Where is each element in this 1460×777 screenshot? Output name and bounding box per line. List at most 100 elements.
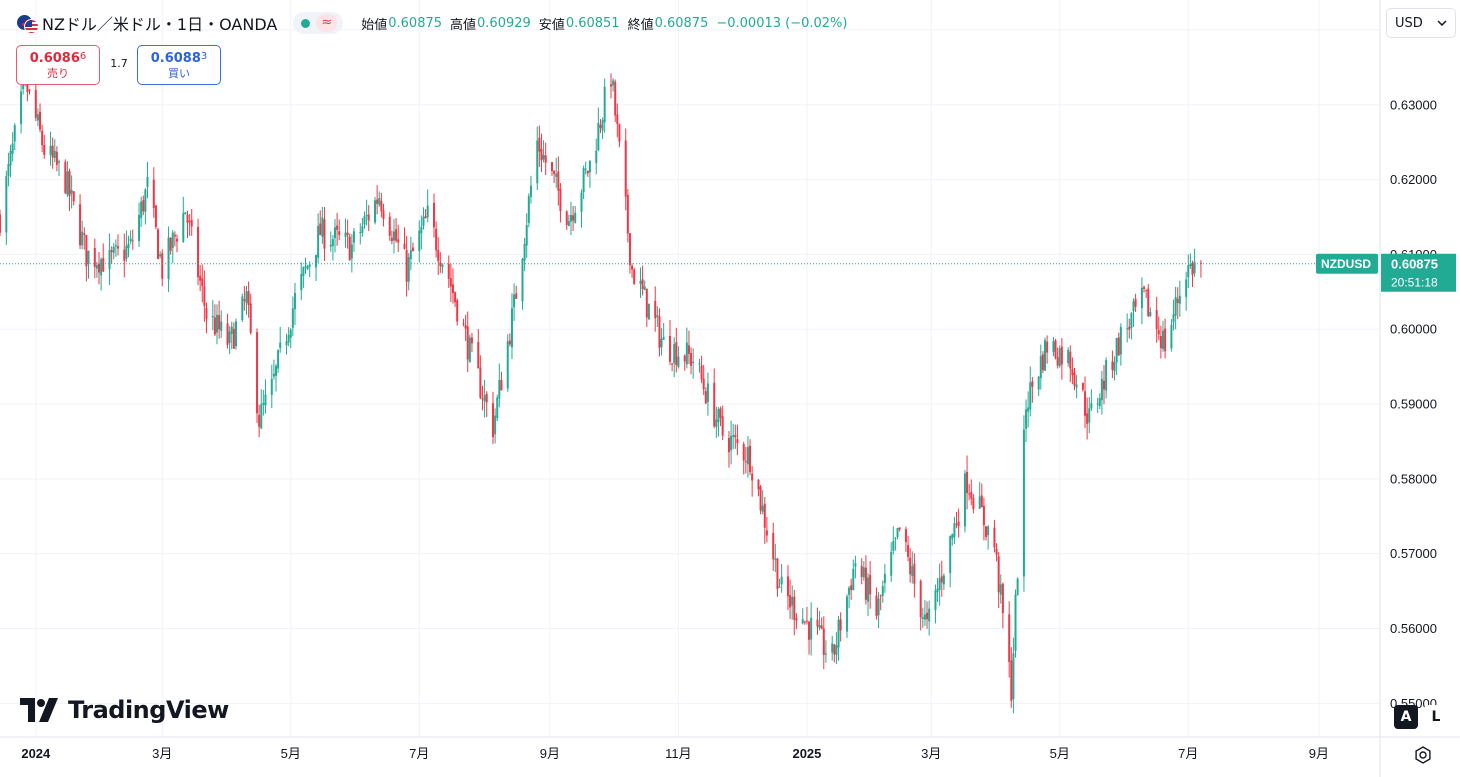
candle-body bbox=[203, 286, 206, 306]
time-tick-label: 5月 bbox=[1050, 746, 1070, 761]
candle-body bbox=[955, 523, 958, 525]
candle-body bbox=[921, 617, 924, 620]
candle-body bbox=[793, 596, 796, 620]
auto-scale-button[interactable]: A bbox=[1394, 705, 1418, 729]
candle-body bbox=[426, 205, 429, 218]
candle-body bbox=[456, 300, 459, 322]
candle-body bbox=[72, 191, 75, 202]
candle-body bbox=[791, 596, 794, 606]
sell-button[interactable]: 0.60866 売り bbox=[16, 45, 100, 85]
candle-body bbox=[892, 540, 895, 551]
buy-price: 0.6088 bbox=[150, 51, 201, 66]
candle-body bbox=[232, 328, 235, 349]
candle-body bbox=[1014, 594, 1017, 651]
candle-body bbox=[877, 598, 880, 616]
last-price-marker: NZDUSD 0.60875 20:51:18 bbox=[0, 253, 1456, 292]
candle-body bbox=[538, 137, 541, 152]
candle-body bbox=[751, 473, 754, 481]
candle-body bbox=[1161, 330, 1164, 350]
candle-body bbox=[599, 125, 602, 128]
candle-body bbox=[53, 150, 56, 159]
candle-body bbox=[392, 231, 395, 241]
candle-body bbox=[500, 380, 503, 391]
candle-body bbox=[717, 409, 720, 423]
candle-body bbox=[603, 86, 606, 123]
symbol-title[interactable]: NZドル／米ドル・1日・OANDA bbox=[42, 15, 278, 34]
candle-body bbox=[435, 228, 438, 251]
brand-name: TradingView bbox=[68, 696, 229, 724]
candle-body bbox=[218, 315, 221, 330]
candle-body bbox=[418, 230, 421, 251]
candle-body bbox=[557, 171, 560, 191]
candle-body bbox=[850, 585, 853, 591]
candle-body bbox=[85, 234, 88, 267]
candle-body bbox=[675, 342, 678, 366]
candle-body bbox=[1164, 328, 1167, 352]
candle-body bbox=[1105, 359, 1108, 391]
candle-body bbox=[1140, 287, 1143, 308]
time-tick-label: 9月 bbox=[540, 746, 560, 761]
candle-body bbox=[614, 81, 617, 116]
candle-body bbox=[730, 435, 733, 451]
candle-body bbox=[1001, 583, 1004, 614]
candle-body bbox=[1143, 287, 1146, 289]
time-tick-label: 5月 bbox=[281, 746, 301, 761]
candle-body bbox=[1008, 614, 1011, 662]
tradingview-logo-icon bbox=[20, 698, 58, 722]
candle-body bbox=[470, 337, 473, 344]
candle-body bbox=[411, 247, 414, 252]
candle-body bbox=[323, 219, 326, 249]
change-value: −0.00013 (−0.02%) bbox=[716, 15, 848, 31]
time-tick-label: 3月 bbox=[921, 746, 941, 761]
market-open-dot-icon bbox=[301, 18, 311, 28]
currency-select[interactable]: USD bbox=[1386, 8, 1456, 38]
candle-body bbox=[860, 565, 863, 577]
candle-body bbox=[123, 249, 126, 261]
time-axis[interactable]: 2024 3月 5月 7月 9月 11月 2025 3月 5月 7月 9月 bbox=[21, 746, 1329, 761]
candle-body bbox=[580, 192, 583, 212]
log-scale-button[interactable]: L bbox=[1424, 705, 1448, 729]
candle-body bbox=[540, 148, 543, 161]
candle-body bbox=[390, 237, 393, 241]
low-value: 0.60851 bbox=[565, 15, 620, 31]
ohlc-values: 始値 0.60875 高値 0.60929 安値 0.60851 終値 0.60875 … bbox=[361, 14, 847, 33]
settings-button[interactable] bbox=[1410, 742, 1436, 768]
candle-body bbox=[616, 114, 619, 125]
candle-body bbox=[277, 350, 280, 369]
candle-body bbox=[776, 558, 779, 589]
candle-body bbox=[824, 653, 827, 655]
price-axis[interactable]: 0.640000.630000.620000.610000.600000.590… bbox=[1390, 22, 1437, 710]
candle-body bbox=[439, 262, 442, 266]
candle-body bbox=[374, 200, 377, 223]
candle-body bbox=[247, 291, 250, 305]
tradingview-logo[interactable]: TradingView bbox=[20, 695, 229, 725]
price-tick-label: 0.60000 bbox=[1390, 322, 1437, 337]
buy-button[interactable]: 0.60883 買い bbox=[137, 45, 221, 85]
candle-body bbox=[98, 263, 101, 273]
candle-body bbox=[978, 496, 981, 509]
candle-body bbox=[116, 246, 119, 249]
candle-body bbox=[970, 491, 973, 499]
candle-body bbox=[319, 223, 322, 236]
candle-body bbox=[942, 575, 945, 585]
candle-body bbox=[188, 221, 191, 223]
close-value: 0.60875 bbox=[654, 15, 709, 31]
candle-body bbox=[852, 568, 855, 591]
candle-body bbox=[1039, 356, 1042, 378]
candle-body bbox=[896, 528, 899, 538]
candle-body bbox=[869, 574, 872, 595]
candle-body bbox=[468, 337, 471, 363]
candle-body bbox=[1044, 340, 1047, 371]
candle-body bbox=[1174, 296, 1177, 316]
candle-body bbox=[409, 250, 412, 259]
candle-body bbox=[966, 471, 969, 494]
candle-body bbox=[243, 299, 246, 301]
candle-body bbox=[624, 140, 627, 197]
candle-body bbox=[1075, 384, 1078, 388]
candle-body bbox=[161, 253, 164, 279]
candle-body bbox=[639, 280, 642, 284]
candle-body bbox=[331, 239, 334, 247]
market-status-pill[interactable]: ≈ bbox=[293, 12, 344, 34]
candle-body bbox=[993, 527, 996, 548]
